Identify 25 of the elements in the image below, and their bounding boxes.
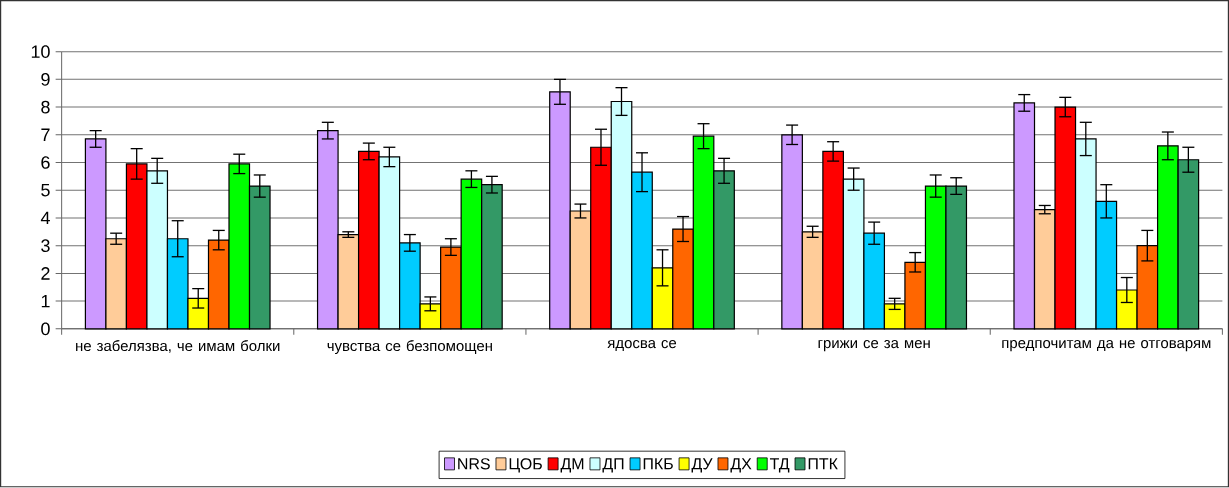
y-tick-label: 8 [41, 100, 50, 114]
x-tick-label: грижи се за мен [818, 340, 930, 352]
y-tick-label: 2 [41, 267, 50, 280]
y-tick-label: 6 [41, 156, 50, 170]
legend-label: ПКБ [643, 458, 673, 470]
x-tick-label: предпочитам да не отговарям [1002, 340, 1211, 352]
x-tick-label: не забелязва, че имам болки [76, 340, 280, 354]
x-tick-label: чувства се безпомощен [327, 340, 492, 355]
legend-label: NRS [458, 458, 490, 470]
legend-label: ДУ [691, 458, 713, 473]
y-tick-label: 4 [40, 212, 50, 225]
y-tick-label: 3 [41, 239, 50, 253]
x-tick-label: ядосва се [607, 340, 677, 352]
legend-label: ДМ [560, 458, 584, 473]
legend-label: ТД [769, 458, 790, 473]
y-tick-label: 0 [41, 322, 50, 336]
y-tick-label: 7 [41, 128, 50, 142]
legend-label: ЦОБ [509, 458, 542, 473]
y-tick-label: 9 [41, 73, 50, 86]
y-tick-label: 1 [41, 295, 50, 308]
legend-label: ПТК [808, 458, 838, 470]
y-tick-label: 10 [31, 45, 50, 59]
legend-label: ДП [602, 458, 624, 473]
legend-label: ДХ [730, 458, 752, 473]
y-tick-label: 5 [41, 184, 50, 197]
